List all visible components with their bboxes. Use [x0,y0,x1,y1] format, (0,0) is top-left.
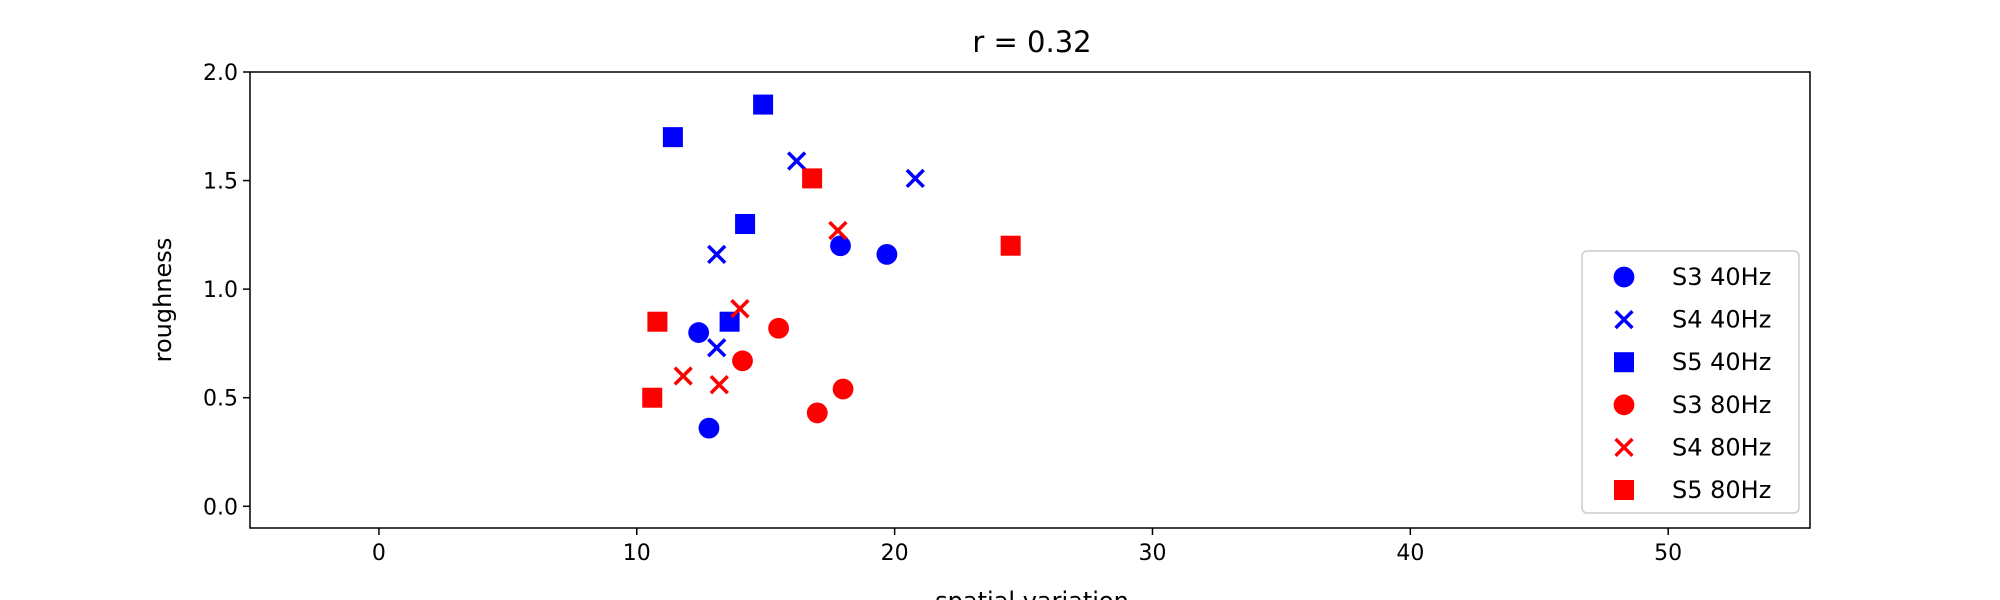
data-point [662,127,683,148]
plot-area: 0 10 20 30 40 50 0.0 0.5 1.0 1.5 2.0 [203,61,1811,566]
y-axis-label: roughness [149,238,177,363]
legend-label: S4 80Hz [1672,433,1771,461]
series-s4-80hz [673,220,848,395]
legend-entries: S3 40Hz S4 40Hz S5 40Hz S3 80Hz S4 80Hz S5 80… [1613,263,1771,504]
series-s4-40hz [707,151,925,358]
x-axis-ticks: 0 10 20 30 40 50 [372,528,1682,566]
y-tick-label: 2.0 [203,61,238,86]
data-point [802,168,823,189]
y-tick-label: 0.5 [203,387,238,412]
data-point [832,378,854,400]
data-point [730,299,750,319]
data-point [1000,235,1021,256]
chart-title: r = 0.32 [972,25,1091,59]
data-point [642,387,663,408]
y-tick-label: 1.0 [203,278,238,303]
data-point [787,151,807,171]
data-point [647,311,668,332]
y-axis-ticks: 0.0 0.5 1.0 1.5 2.0 [203,61,250,520]
data-point [806,402,828,424]
x-axis-label: spatial variation [935,587,1129,600]
x-tick-label: 0 [372,541,386,566]
legend-entry: S5 40Hz [1614,348,1771,376]
legend-entry: S4 40Hz [1614,306,1771,334]
legend-marker [1614,352,1634,373]
series-s5-40hz [662,94,774,332]
legend-marker [1614,480,1634,500]
legend-entry: S3 80Hz [1613,391,1771,419]
x-tick-label: 50 [1654,541,1682,566]
data-point [707,338,727,358]
data-point [688,322,710,343]
legend: S3 40Hz S4 40Hz S5 40Hz S3 80Hz S4 80Hz S5 80… [1581,250,1800,514]
plot-frame [249,71,1811,529]
data-point [828,220,848,241]
data-point [719,311,740,332]
data-point [753,94,774,115]
data-point [698,417,720,439]
data-point [876,244,898,265]
legend-entry: S3 40Hz [1613,263,1771,291]
x-tick-label: 40 [1396,541,1424,566]
legend-label: S5 80Hz [1672,476,1771,504]
legend-marker [1613,394,1635,416]
series-s3-80hz [732,317,854,424]
legend-entry: S5 80Hz [1614,476,1771,504]
data-point [735,214,756,234]
legend-box [1581,250,1800,514]
legend-label: S3 40Hz [1672,263,1771,291]
x-tick-label: 20 [881,541,909,566]
data-point [830,235,851,257]
x-tick-label: 10 [623,541,651,566]
legend-marker [1613,266,1635,288]
data-point [707,244,727,265]
legend-entry: S4 80Hz [1614,433,1771,461]
series-s3-40hz [688,235,898,439]
legend-marker [1614,437,1634,458]
x-tick-label: 30 [1138,541,1166,566]
legend-label: S4 40Hz [1672,306,1771,334]
data-point [709,375,729,395]
y-tick-label: 0.0 [203,495,238,520]
data-point [732,350,753,372]
legend-marker [1614,309,1634,330]
data-point [673,366,693,386]
legend-label: S3 80Hz [1672,391,1771,419]
y-tick-label: 1.5 [203,170,238,195]
data-points [642,94,1021,439]
data-point [768,317,789,339]
data-point [905,168,925,189]
legend-label: S5 40Hz [1672,348,1771,376]
series-s5-80hz [642,168,1021,408]
